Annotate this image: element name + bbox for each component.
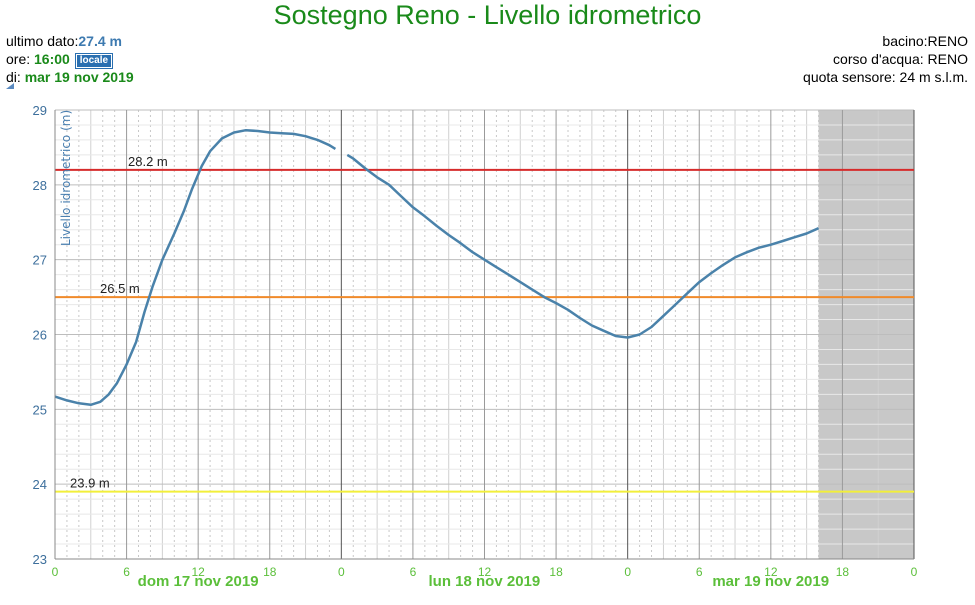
watercourse-info: corso d'acqua: RENO: [833, 51, 968, 67]
x-tick-label: 12: [478, 565, 492, 579]
x-tick-label: 18: [836, 565, 850, 579]
day-label: dom 17 nov 2019: [137, 573, 259, 590]
sensor-elevation-info: quota sensore: 24 m s.l.m.: [803, 69, 968, 85]
x-tick-label: 6: [123, 565, 130, 579]
last-value-label: ultimo dato:: [6, 33, 79, 49]
time-label: ore:: [6, 51, 35, 67]
basin-info: bacino:RENO: [882, 33, 968, 49]
last-value-line: ultimo dato:27.4 m: [6, 32, 134, 50]
x-tick-label: 0: [624, 565, 631, 579]
water-level-line: [54, 128, 337, 407]
x-tick-label: 0: [911, 565, 918, 579]
day-label: mar 19 nov 2019: [712, 573, 830, 590]
y-tick-label: 23: [33, 552, 47, 567]
x-tick-label: 12: [764, 565, 778, 579]
last-value: 27.4 m: [78, 33, 122, 49]
y-tick-label: 24: [33, 477, 47, 492]
resize-icon[interactable]: [6, 83, 14, 89]
y-tick-label: 28: [33, 178, 47, 193]
x-tick-label: 18: [263, 565, 277, 579]
time-line: ore: 16:00 locale: [6, 50, 134, 69]
x-tick-label: 6: [696, 565, 703, 579]
threshold-label: 28.2 m: [128, 154, 168, 169]
day-label: lun 18 nov 2019: [428, 573, 541, 590]
y-tick-label: 26: [33, 328, 47, 343]
y-axis-label: Livello idrometrico (m): [59, 110, 73, 246]
x-tick-label: 0: [52, 565, 59, 579]
last-reading-info: ultimo dato:27.4 m ore: 16:00 locale di:…: [6, 32, 134, 86]
x-tick-label: 6: [410, 565, 417, 579]
x-tick-label: 12: [191, 565, 205, 579]
y-tick-label: 29: [33, 103, 47, 118]
chart-title: Sostegno Reno - Livello idrometrico: [273, 0, 702, 30]
water-level-line: [346, 153, 820, 339]
y-tick-label: 25: [33, 402, 47, 417]
station-info: bacino:RENO corso d'acqua: RENO quota se…: [803, 32, 968, 86]
x-tick-label: 18: [549, 565, 563, 579]
date-label: di:: [6, 69, 25, 85]
threshold-label: 23.9 m: [70, 476, 110, 491]
x-tick-label: 0: [338, 565, 345, 579]
local-time-badge[interactable]: locale: [74, 53, 114, 69]
time-value: 16:00: [34, 51, 70, 67]
date-value: mar 19 nov 2019: [24, 69, 134, 85]
date-line: di: mar 19 nov 2019: [6, 68, 134, 86]
threshold-label: 26.5 m: [100, 281, 140, 296]
y-tick-label: 27: [33, 253, 47, 268]
